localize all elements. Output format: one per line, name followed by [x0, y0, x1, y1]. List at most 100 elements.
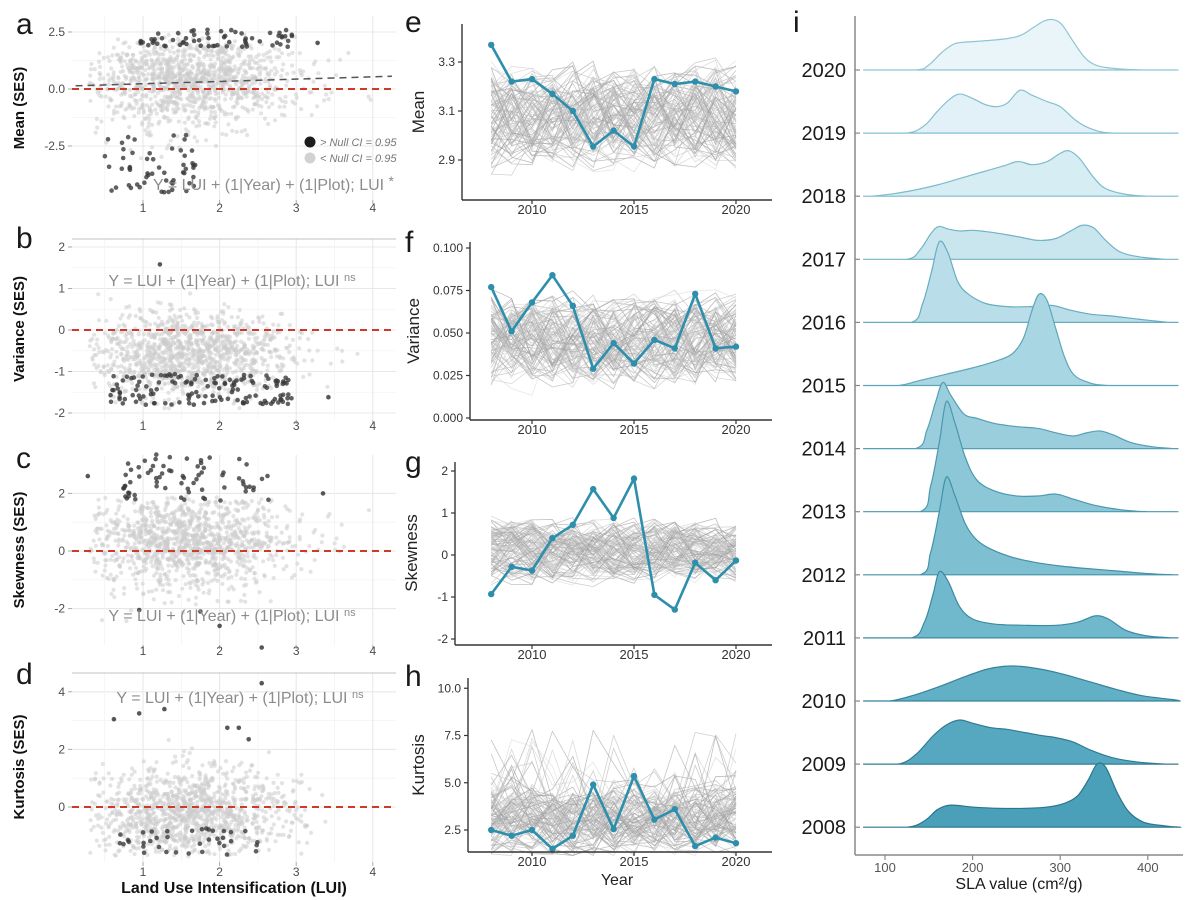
scatter-point — [158, 46, 163, 51]
scatter-point — [175, 53, 180, 58]
scatter-point-dark — [175, 30, 181, 36]
scatter-point — [303, 807, 308, 813]
scatter-point — [239, 321, 244, 326]
scatter-point — [224, 335, 229, 340]
scatter-point — [128, 545, 133, 550]
scatter-point — [222, 572, 227, 577]
scatter-point — [239, 552, 244, 557]
scatter-point — [165, 84, 170, 89]
scatter-point — [196, 587, 201, 592]
scatter-point — [188, 76, 193, 81]
scatter-point — [261, 52, 266, 58]
scatter-point — [235, 96, 240, 101]
legend-label: > Null CI = 0.95 — [320, 137, 397, 149]
scatter-point-dark — [241, 482, 246, 487]
scatter-point — [169, 600, 174, 605]
scatter-point — [259, 111, 264, 116]
scatter-point — [257, 590, 262, 595]
scatter-point — [117, 555, 122, 560]
scatter-point — [125, 553, 130, 558]
scatter-point — [262, 79, 267, 84]
scatter-point-dark — [216, 386, 222, 391]
scatter-point — [266, 750, 272, 755]
scatter-point — [96, 505, 102, 510]
scatter-point — [225, 324, 230, 329]
scatter-point — [244, 570, 249, 575]
scatter-point — [226, 520, 231, 525]
scatter-point — [137, 787, 142, 792]
scatter-point-dark — [205, 27, 210, 33]
scatter-point-dark — [111, 373, 116, 379]
scatter-point — [144, 94, 149, 99]
scatter-point — [159, 359, 164, 364]
scatter-point — [200, 577, 205, 582]
scatter-point-dark — [259, 476, 265, 482]
scatter-point — [228, 341, 233, 346]
scatter-point — [218, 537, 223, 542]
scatter-point — [124, 368, 129, 373]
scatter-point — [191, 837, 196, 842]
scatter-point-dark — [285, 401, 291, 407]
scatter-point — [173, 109, 178, 114]
scatter-point — [93, 771, 98, 776]
scatter-point — [125, 62, 130, 67]
scatter-point — [100, 761, 105, 767]
scatter-point — [166, 64, 171, 69]
y-tick-label: 0.0 — [48, 82, 65, 96]
scatter-point — [258, 370, 264, 375]
scatter-point — [274, 363, 280, 368]
scatter-point — [126, 315, 131, 320]
scatter-point — [105, 817, 110, 822]
scatter-point — [99, 94, 104, 99]
scatter-point — [217, 789, 222, 794]
scatter-point — [277, 368, 282, 374]
scatter-point — [329, 90, 334, 95]
scatter-point — [162, 115, 167, 120]
scatter-point — [130, 381, 135, 386]
scatter-point-dark — [264, 400, 269, 406]
scatter-point-dark — [244, 462, 249, 467]
scatter-point — [173, 74, 178, 79]
scatter-point — [91, 556, 96, 561]
scatter-point-dark — [156, 165, 162, 170]
scatter-point — [122, 533, 127, 538]
scatter-point — [245, 784, 250, 790]
scatter-point — [228, 60, 233, 65]
scatter-point — [203, 844, 208, 849]
scatter-point-dark — [120, 378, 126, 383]
scatter-point — [145, 505, 150, 510]
scatter-point — [293, 543, 298, 549]
scatter-point — [196, 369, 201, 374]
scatter-point-dark — [148, 388, 154, 393]
scatter-point — [159, 332, 164, 337]
scatter-point — [280, 67, 285, 73]
scatter-point — [269, 814, 274, 819]
scatter-point — [155, 509, 160, 514]
scatter-point — [134, 581, 139, 587]
scatter-point-dark — [163, 43, 168, 49]
scatter-point — [157, 61, 162, 66]
scatter-point — [297, 534, 302, 539]
scatter-point — [120, 559, 125, 564]
scatter-point — [143, 82, 148, 88]
scatter-point — [172, 536, 177, 541]
scatter-point-dark — [194, 476, 199, 482]
scatter-point — [128, 341, 133, 347]
scatter-point — [220, 352, 225, 357]
scatter-point — [141, 591, 146, 596]
scatter-point — [210, 323, 215, 328]
scatter-point — [145, 352, 150, 357]
scatter-point — [143, 552, 148, 557]
scatter-point — [281, 62, 286, 67]
scatter-point — [368, 97, 373, 102]
scatter-point — [105, 333, 111, 338]
scatter-point — [200, 61, 205, 66]
scatter-point — [161, 514, 166, 519]
scatter-point — [202, 334, 207, 339]
scatter-point — [218, 69, 223, 74]
scatter-point — [143, 365, 148, 370]
scatter-point — [121, 374, 126, 379]
scatter-point — [146, 367, 151, 373]
scatter-point — [186, 71, 191, 77]
scatter-point — [328, 361, 333, 366]
